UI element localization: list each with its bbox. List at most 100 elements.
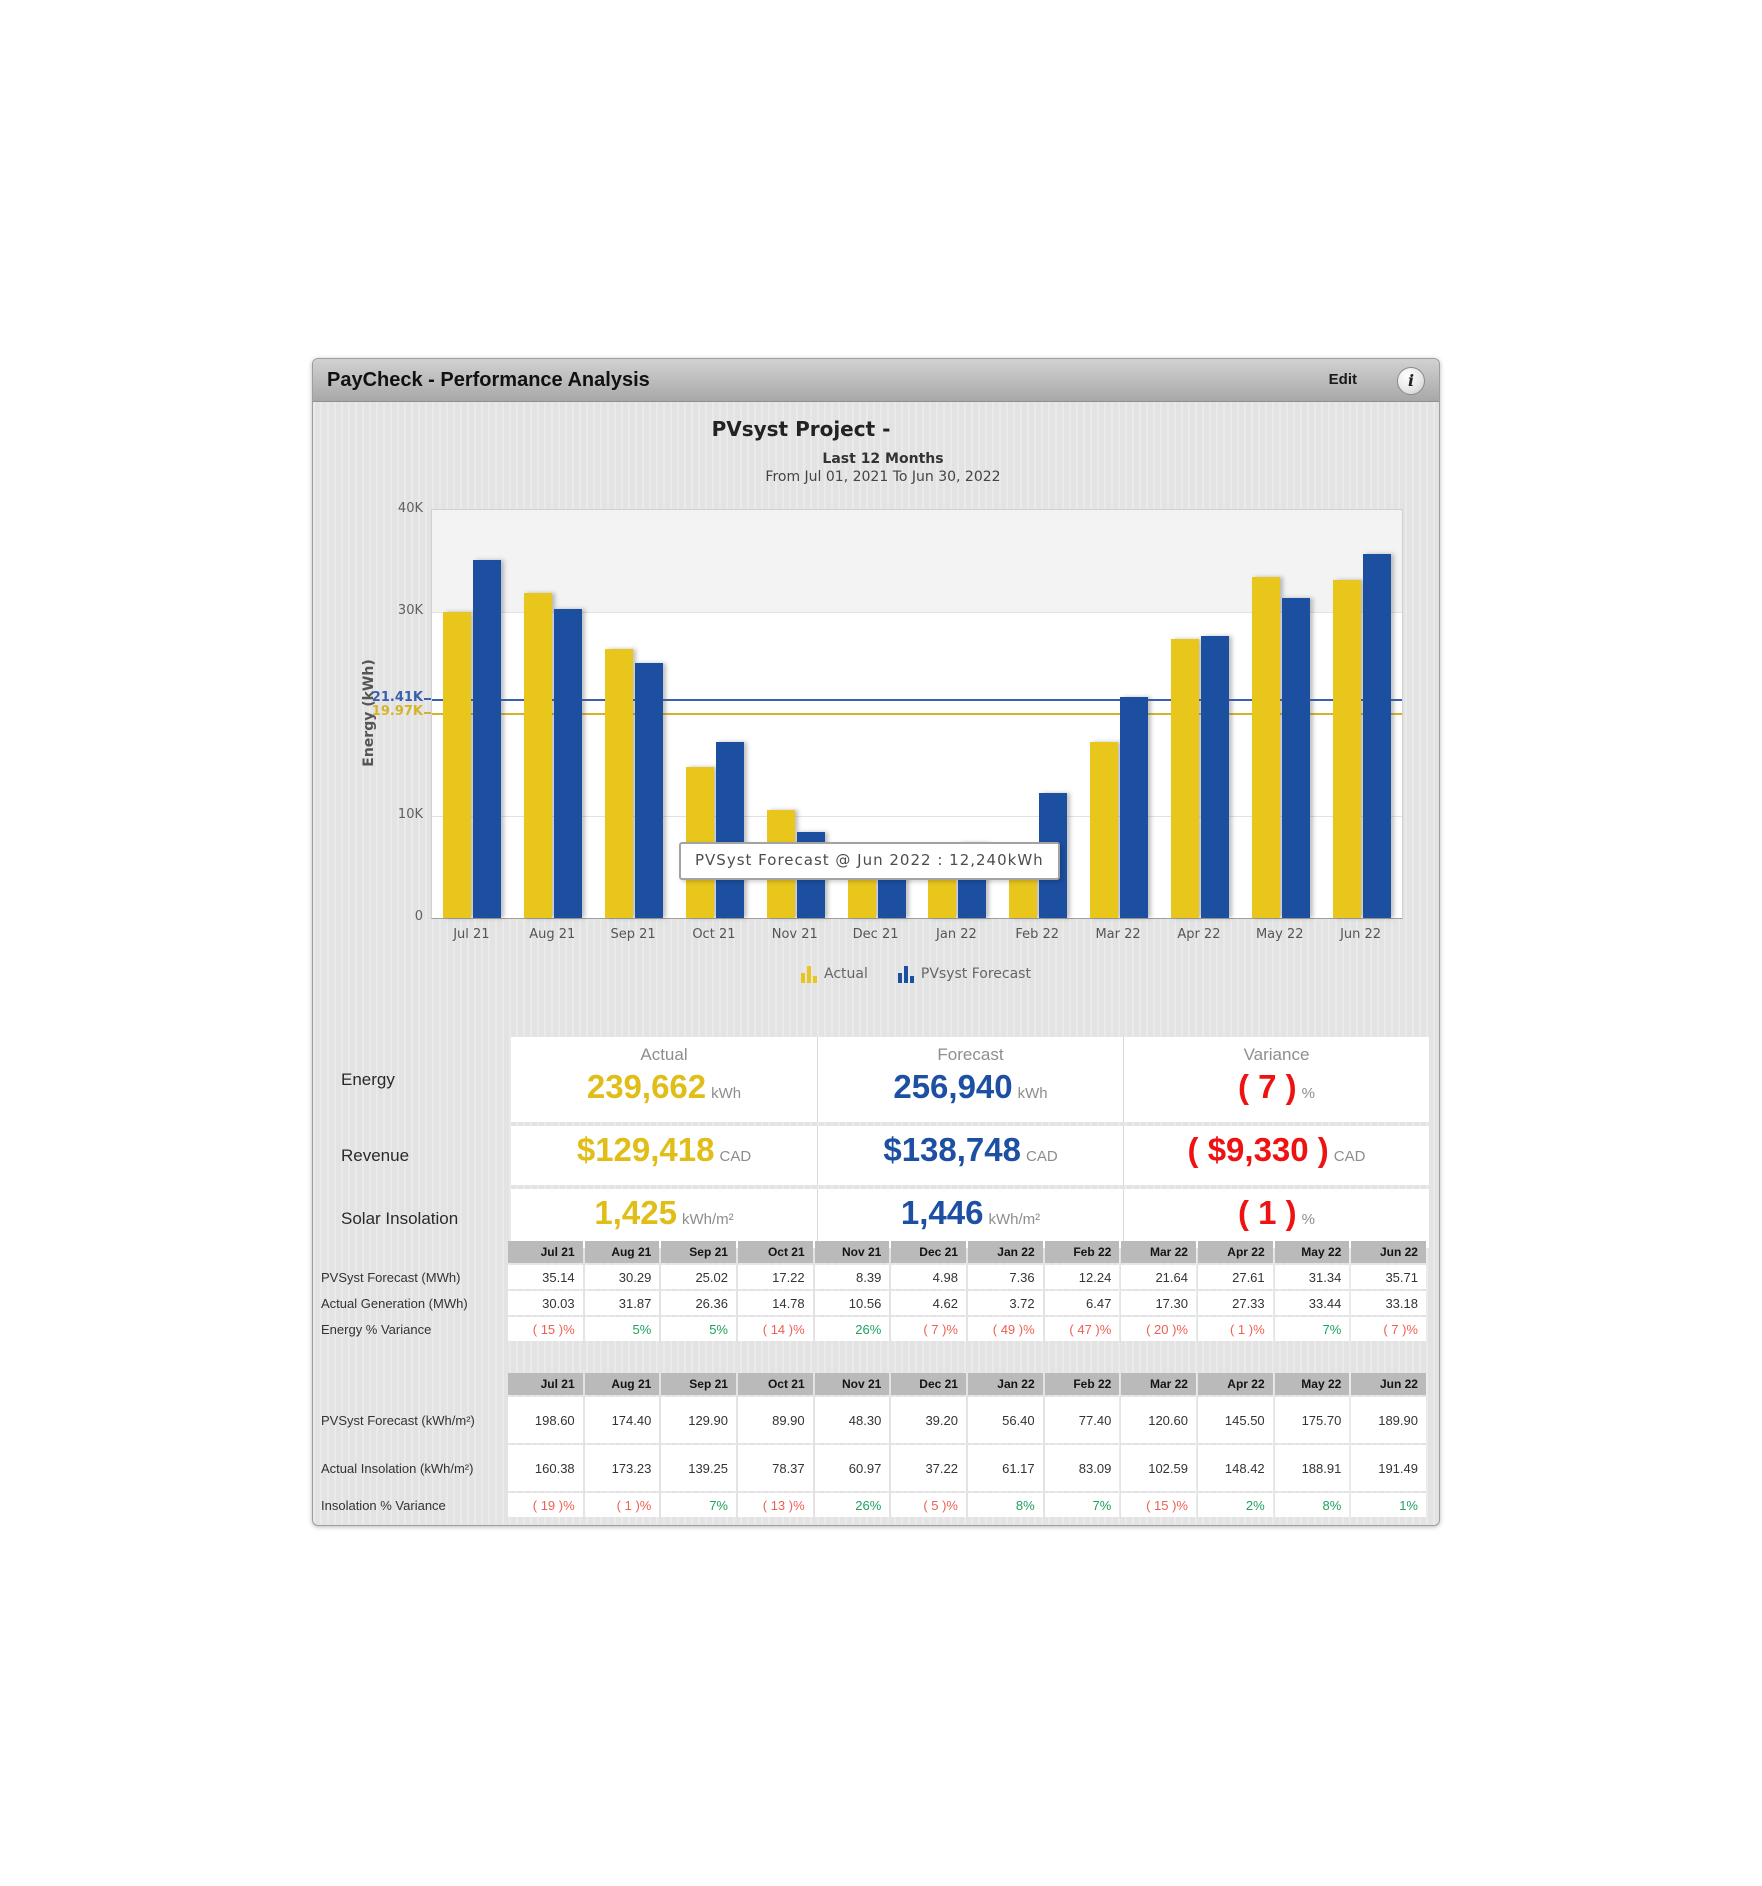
- legend-bars-icon: [897, 965, 914, 983]
- table-cell: ( 7 )%: [1351, 1317, 1426, 1341]
- month-header-cell: May 22: [1274, 1241, 1350, 1263]
- month-header-cell: Apr 22: [1197, 1241, 1273, 1263]
- table-cell: 145.50: [1197, 1397, 1273, 1443]
- table-cell: 21.64: [1121, 1265, 1196, 1289]
- table-cell: 33.18: [1351, 1291, 1426, 1315]
- summary-cell-energy-forecast: Forecast 256,940 kWh: [817, 1037, 1123, 1122]
- month-header-cell: Feb 22: [1044, 1373, 1120, 1395]
- table-cell: 25.02: [661, 1265, 736, 1289]
- monthly-insolation-table: Jul 21 Aug 21 Sep 21 Oct 21 Nov 21 Dec 21 Jan …: [321, 1373, 1426, 1517]
- bar-forecast-sep-21[interactable]: [635, 662, 664, 918]
- summary-cell-energy-actual: Actual 239,662 kWh: [511, 1037, 817, 1122]
- table-cell: 78.37: [737, 1445, 813, 1491]
- table-cell: 5%: [584, 1317, 660, 1341]
- bar-actual-jan-22[interactable]: [928, 880, 957, 918]
- month-header-cell: Oct 21: [737, 1373, 813, 1395]
- table-cell: 189.90: [1351, 1397, 1426, 1443]
- reference-line-forecast-avg: [432, 698, 1402, 701]
- reference-tick: [424, 712, 431, 715]
- summary-insolation-row: Solar Insolation 1,425 kWh/m² 1,446 kWh/m²…: [321, 1189, 1429, 1248]
- bar-forecast-apr-22[interactable]: [1200, 636, 1229, 918]
- month-header-cell: Apr 22: [1197, 1373, 1273, 1395]
- table-cell: ( 5 )%: [891, 1493, 966, 1517]
- table-cell: 39.20: [891, 1397, 966, 1443]
- bar-actual-mar-22[interactable]: [1090, 741, 1119, 918]
- month-header-cell: Dec 21: [891, 1373, 966, 1395]
- bar-forecast-mar-22[interactable]: [1120, 697, 1149, 918]
- summary-cell-revenue-variance: ( $9,330 ) CAD: [1123, 1126, 1429, 1185]
- monthly-energy-table: Jul 21 Aug 21 Sep 21 Oct 21 Nov 21 Dec 21 Jan …: [321, 1241, 1426, 1341]
- insolation-variance-value: ( 1 ): [1237, 1194, 1297, 1231]
- summary-col-header-forecast: Forecast: [937, 1045, 1004, 1064]
- table-cell: ( 49 )%: [967, 1317, 1043, 1341]
- table-cell: 10.56: [814, 1291, 890, 1315]
- table-cell: 31.87: [584, 1291, 660, 1315]
- month-header-cell: Jul 21: [508, 1241, 583, 1263]
- table-cell: 4.98: [891, 1265, 966, 1289]
- x-axis-label-may-22: May 22: [1255, 927, 1304, 942]
- table-cell: 60.97: [814, 1445, 890, 1491]
- table-cell: 1%: [1351, 1493, 1426, 1517]
- month-header-cell: Jan 22: [967, 1241, 1043, 1263]
- table-cell: 48.30: [814, 1397, 890, 1443]
- table-row-label: Insolation % Variance: [321, 1497, 446, 1513]
- bar-forecast-jun-22[interactable]: [1362, 553, 1391, 918]
- y-axis-tick-0: 0: [414, 909, 423, 924]
- bar-actual-sep-21[interactable]: [605, 649, 634, 918]
- legend-label: PVsyst Forecast: [920, 966, 1031, 982]
- summary-table: Energy Actual 239,662 kWh Forecast 256,94…: [321, 1037, 1429, 1252]
- legend-item-actual[interactable]: Actual: [801, 965, 868, 983]
- chart-subtitle: Last 12 Months: [822, 451, 944, 467]
- summary-col-header-actual: Actual: [640, 1045, 688, 1064]
- legend-item-pvsyst-forecast[interactable]: PVsyst Forecast: [897, 965, 1031, 983]
- table-cell: 17.22: [737, 1265, 813, 1289]
- table-cell: 160.38: [508, 1445, 583, 1491]
- table-cell: ( 7 )%: [891, 1317, 966, 1341]
- table-cell: 8%: [967, 1493, 1043, 1517]
- legend-label: Actual: [824, 966, 868, 982]
- bar-actual-jul-21[interactable]: [443, 611, 472, 918]
- bar-actual-aug-21[interactable]: [524, 592, 553, 918]
- revenue-actual-unit: CAD: [719, 1148, 752, 1165]
- y-axis-tick-40K: 40K: [397, 501, 423, 516]
- table-cell: 120.60: [1121, 1397, 1196, 1443]
- x-axis-label-apr-22: Apr 22: [1177, 927, 1221, 942]
- revenue-actual-value: $129,418: [576, 1131, 715, 1168]
- bar-forecast-aug-21[interactable]: [554, 609, 583, 918]
- y-axis-tick-10K: 10K: [397, 807, 423, 822]
- insolation-variance-unit: %: [1301, 1211, 1315, 1228]
- table-cell: 188.91: [1274, 1445, 1350, 1491]
- table-cell: 174.40: [584, 1397, 660, 1443]
- table-cell: ( 1 )%: [1197, 1317, 1273, 1341]
- x-axis-label-jun-22: Jun 22: [1340, 927, 1382, 942]
- table-cell: 56.40: [967, 1397, 1043, 1443]
- table-cell: ( 15 )%: [1121, 1493, 1196, 1517]
- x-axis-label-aug-21: Aug 21: [529, 927, 576, 942]
- table-cell: 30.29: [584, 1265, 660, 1289]
- table-cell: 6.47: [1044, 1291, 1120, 1315]
- revenue-forecast-unit: CAD: [1025, 1148, 1058, 1165]
- table-cell: 30.03: [508, 1291, 583, 1315]
- window-title: PayCheck - Performance Analysis: [327, 369, 650, 391]
- month-header-cell: Mar 22: [1121, 1241, 1196, 1263]
- table-cell: 102.59: [1121, 1445, 1196, 1491]
- table-cell: 173.23: [584, 1445, 660, 1491]
- edit-button[interactable]: Edit: [1328, 371, 1357, 388]
- bar-actual-apr-22[interactable]: [1170, 639, 1199, 918]
- chart-tooltip: PVSyst Forecast @ Jun 2022 : 12,240kWh: [679, 842, 1060, 880]
- bar-forecast-oct-21[interactable]: [715, 742, 744, 918]
- table-cell: ( 1 )%: [584, 1493, 660, 1517]
- table-cell: 198.60: [508, 1397, 583, 1443]
- table-cell: 7%: [1044, 1493, 1120, 1517]
- bar-actual-jun-22[interactable]: [1332, 579, 1361, 918]
- reference-line-label: 21.41K: [371, 689, 423, 705]
- bar-actual-may-22[interactable]: [1251, 576, 1280, 918]
- bar-forecast-jul-21[interactable]: [473, 559, 502, 918]
- table-cell: 27.61: [1197, 1265, 1273, 1289]
- bar-forecast-may-22[interactable]: [1281, 598, 1310, 918]
- x-axis-label-nov-21: Nov 21: [771, 927, 818, 942]
- gridline-30000: [432, 612, 1402, 613]
- info-icon[interactable]: i: [1397, 367, 1425, 395]
- table-cell: 31.34: [1274, 1265, 1350, 1289]
